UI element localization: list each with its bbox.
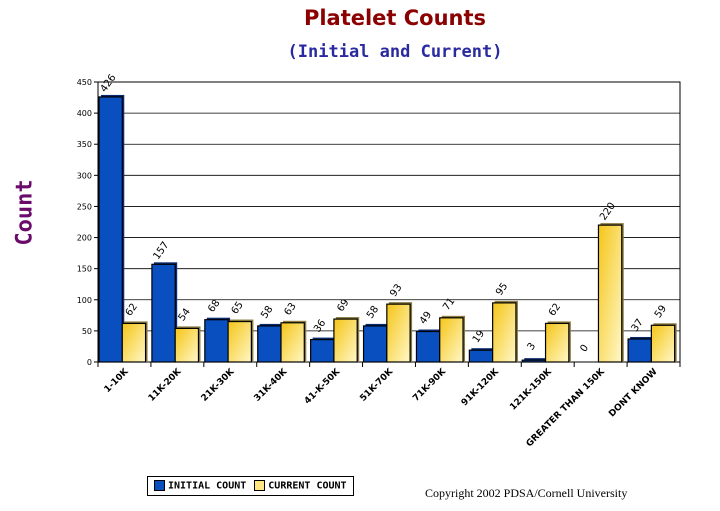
bar-current [597, 224, 623, 363]
bar-current [650, 324, 676, 363]
bar-initial [98, 96, 123, 363]
data-label: 93 [388, 282, 404, 299]
legend-label-initial: INITIAL COUNT [168, 480, 247, 492]
y-tick-label: 50 [82, 327, 92, 336]
data-label: 63 [282, 301, 298, 318]
bar-current [386, 303, 411, 363]
data-label: 65 [230, 300, 246, 317]
x-tick-label: DONT KNOW [607, 367, 659, 419]
x-tick-label: 121K-150K [508, 366, 554, 412]
data-label: 54 [177, 307, 193, 324]
x-tick-label: 91K-120K [460, 366, 502, 408]
data-label: 62 [124, 302, 140, 319]
data-label: 37 [630, 317, 646, 334]
bar-initial [362, 325, 388, 363]
bar-initial [415, 330, 441, 363]
x-tick-label: 41-K-50K [303, 366, 343, 406]
y-tick-label: 300 [77, 171, 92, 180]
legend-item-initial: INITIAL COUNT [154, 480, 246, 492]
bar-initial [521, 359, 547, 363]
data-label: 0 [578, 343, 591, 355]
bar-current [544, 322, 570, 363]
data-label: 71 [441, 296, 457, 313]
y-tick-label: 450 [77, 78, 92, 87]
data-label: 58 [365, 304, 381, 321]
x-tick-label: 11K-20K [147, 366, 184, 403]
copyright: Copyright 2002 PDSA/Cornell University [425, 486, 628, 500]
bar-current [492, 302, 517, 363]
data-label: 3 [526, 341, 539, 353]
x-tick-label: 31K-40K [253, 366, 290, 403]
data-label: 59 [653, 303, 669, 320]
y-tick-label: 250 [77, 202, 92, 211]
data-label: 49 [418, 310, 434, 327]
bar-initial [204, 319, 229, 363]
data-label: 95 [494, 281, 510, 298]
y-tick-label: 100 [77, 296, 92, 305]
data-label: 62 [547, 302, 563, 319]
data-label: 426 [99, 73, 119, 95]
chart-subtitle: (Initial and Current) [287, 42, 503, 62]
x-tick-label: 1-10K [103, 366, 132, 395]
bar-current [121, 322, 147, 363]
y-tick-label: 400 [77, 109, 92, 118]
bar-current [174, 327, 200, 363]
data-label: 220 [598, 201, 618, 223]
y-tick-label: 200 [77, 234, 92, 243]
bar-initial [627, 338, 652, 363]
data-label: 36 [312, 318, 328, 335]
legend-swatch-initial [154, 480, 165, 491]
data-label: 58 [259, 304, 275, 321]
bar-initial [257, 325, 282, 363]
legend-label-current: CURRENT COUNT [268, 480, 347, 492]
data-label: 68 [206, 298, 222, 315]
bar-initial [310, 339, 335, 363]
bar-current [439, 317, 464, 363]
chart-title: Platelet Counts [303, 6, 487, 30]
bar-current [227, 320, 252, 363]
bar-current [280, 322, 305, 363]
legend-swatch-current [254, 480, 266, 491]
y-tick-label: 0 [87, 358, 92, 367]
x-tick-label: 21K-30K [200, 366, 237, 403]
bar-current [333, 318, 358, 363]
y-tick-label: 350 [77, 140, 92, 149]
data-label: 157 [152, 240, 172, 262]
bar-initial [151, 263, 176, 363]
x-tick-label: 71K-90K [411, 366, 448, 403]
x-tick-label: 51K-70K [358, 366, 395, 403]
y-tick-label: 150 [77, 265, 92, 274]
legend: INITIAL COUNT CURRENT COUNT [147, 476, 354, 496]
legend-item-current: CURRENT COUNT [254, 480, 347, 492]
bar-initial [468, 349, 494, 363]
